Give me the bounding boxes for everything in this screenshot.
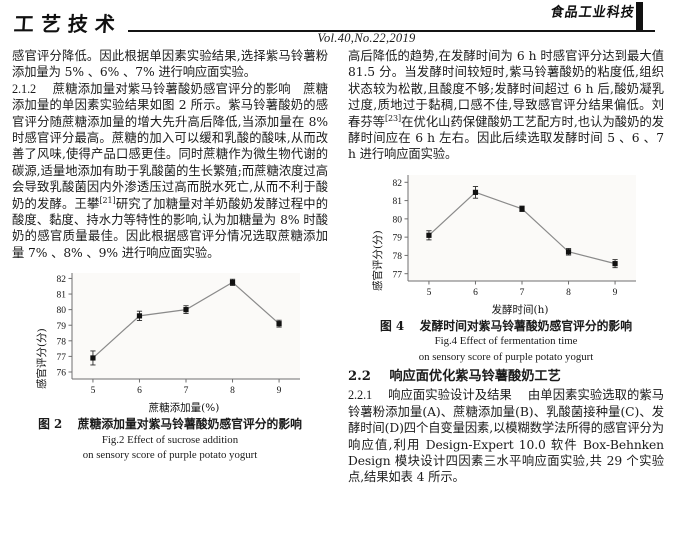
- figure-4-title-cn: 发酵时间对紫马铃薯酸奶感官评分的影响: [419, 318, 633, 333]
- figure-2-label: 图 2: [38, 417, 63, 432]
- chart-figure4-y-axis-title: 感官评分(分): [372, 230, 384, 291]
- subsection-2-2-1: 2.2.1 响应面实验设计及结果 由单因素实验选取的紫马铃薯粉添加量(A)、蔗糖…: [348, 387, 664, 485]
- right-column: 高后降低的趋势,在发酵时间为 6 h 时感官评分达到最大值 81.5 分。当发酵…: [348, 48, 664, 486]
- left-paragraph-2-cont: 研究了加糖量对羊奶酸奶发酵过程中的酸度、黏度、持水力等特性的影响,认为加糖量为 …: [12, 196, 328, 260]
- svg-text:80: 80: [57, 307, 67, 317]
- figure-2-caption-en-1: Fig.2 Effect of sucrose addition: [101, 433, 239, 446]
- svg-text:5: 5: [427, 288, 432, 298]
- svg-text:79: 79: [393, 234, 403, 244]
- header-divider: [128, 30, 655, 32]
- figure-2-caption: 图 2 蔗糖添加量对紫马铃薯酸奶感官评分的影响 Fig.2 Effect of …: [12, 417, 328, 464]
- svg-text:78: 78: [393, 252, 403, 262]
- journal-logo-bar: [636, 2, 643, 30]
- left-paragraph-1: 感官评分降低。因此根据单因素实验结果,选择紫马铃薯粉添加量为 5% 、6% 、7…: [12, 49, 328, 80]
- right-paragraph-2: 由单因素实验选取的紫马铃薯粉添加量(A)、蔗糖添加量(B)、乳酸菌接种量(C)、…: [348, 388, 664, 485]
- svg-text:6: 6: [137, 386, 142, 396]
- svg-text:80: 80: [393, 215, 403, 225]
- figure-2: 76 77 78 79 80 81 82 5 6 7 8 9 感官评分(分) 蔗糖添加量(%) 图 2…: [12, 267, 328, 464]
- two-column-body: 感官评分降低。因此根据单因素实验结果,选择紫马铃薯粉添加量为 5% 、6% 、7…: [10, 48, 664, 486]
- figure-4-label: 图 4: [379, 318, 405, 333]
- reference-21: [21]: [99, 195, 116, 205]
- svg-text:77: 77: [57, 353, 67, 363]
- subsection-2-2-number: 2.2: [348, 369, 371, 385]
- right-paragraph-1-text: 高后降低的趋势,在发酵时间为 6 h 时感官评分达到最大值 81.5 分。当发酵…: [348, 49, 664, 129]
- svg-text:77: 77: [393, 270, 403, 280]
- svg-text:8: 8: [566, 288, 571, 298]
- figure-2-title-cn: 蔗糖添加量对紫马铃薯酸奶感官评分的影响: [77, 417, 302, 432]
- reference-23: [23]: [385, 113, 402, 123]
- figure-2-caption-en-2: on sensory score of purple potato yogurt: [82, 449, 258, 462]
- svg-text:82: 82: [393, 179, 403, 189]
- figure-4-caption: 图 4 发酵时间对紫马铃薯酸奶感官评分的影响 Fig.4 Effect of f…: [348, 319, 664, 366]
- figure-4-caption-cn: 图 4 发酵时间对紫马铃薯酸奶感官评分的影响: [348, 319, 664, 335]
- svg-text:78: 78: [57, 338, 67, 348]
- svg-text:7: 7: [520, 288, 525, 298]
- svg-text:9: 9: [277, 386, 282, 396]
- left-paragraph-2: 蔗糖添加量的单因素实验结果如图 2 所示。紫马铃薯酸奶的感官评分随蔗糖添加量的增…: [12, 81, 328, 211]
- svg-text:8: 8: [230, 386, 235, 396]
- left-column: 感官评分降低。因此根据单因素实验结果,选择紫马铃薯粉添加量为 5% 、6% 、7…: [12, 48, 328, 486]
- chart-figure2-y-axis-title: 感官评分(分): [36, 328, 48, 390]
- subsection-2-1-2: 2.1.2 蔗糖添加量对紫马铃薯酸奶感官评分的影响 蔗糖添加量的单因素实验结果如…: [12, 81, 328, 261]
- svg-text:5: 5: [91, 386, 96, 396]
- figure-4: 77 78 79 80 81 82 5 6 7 8 9 感官评分(分) 发酵时间(h) 图 4 发酵…: [348, 169, 664, 366]
- svg-text:81: 81: [57, 291, 67, 301]
- subsection-2-2: 2.2 响应面优化紫马铃薯酸奶工艺: [348, 368, 664, 386]
- svg-text:76: 76: [57, 369, 67, 379]
- figure-2-caption-cn: 图 2 蔗糖添加量对紫马铃薯酸奶感官评分的影响: [12, 417, 328, 433]
- subsection-2-2-1-number: 2.2.1: [348, 388, 373, 403]
- subsection-2-1-2-title: 蔗糖添加量对紫马铃薯酸奶感官评分的影响: [52, 81, 291, 96]
- journal-logo: 食品工业科技: [549, 4, 636, 21]
- chart-figure4-x-axis-title: 发酵时间(h): [491, 303, 549, 316]
- svg-text:81: 81: [393, 197, 403, 207]
- subsection-2-2-title: 响应面优化紫马铃薯酸奶工艺: [389, 369, 561, 385]
- right-paragraph-1-cont: 在优化山药保健酸奶工艺配方时,也认为酸奶的发酵时间应在 6 h 左右。因此后续选…: [348, 114, 665, 162]
- svg-text:7: 7: [184, 386, 189, 396]
- subsection-2-2-1-title: 响应面实验设计及结果: [388, 388, 512, 403]
- subsection-2-1-2-number: 2.1.2: [12, 81, 37, 96]
- volume-issue-line: Vol.40,No.22,2019: [317, 31, 416, 45]
- chart-figure2-x-axis-title: 蔗糖添加量(%): [148, 402, 220, 415]
- page-header: 工艺技术 食品工业科技 Vol.40,No.22,2019: [10, 0, 663, 48]
- chart-figure2: 76 77 78 79 80 81 82 5 6 7 8 9 感官评分(分) 蔗糖添加量(%): [32, 267, 308, 417]
- svg-text:6: 6: [473, 288, 478, 298]
- figure-4-caption-en-2: on sensory score of purple potato yogurt: [418, 350, 594, 363]
- svg-text:82: 82: [57, 275, 67, 285]
- svg-text:79: 79: [57, 322, 67, 332]
- svg-text:9: 9: [613, 288, 618, 298]
- chart-figure4: 77 78 79 80 81 82 5 6 7 8 9 感官评分(分) 发酵时间(h): [368, 169, 644, 319]
- figure-4-caption-en-1: Fig.4 Effect of fermentation time: [434, 335, 578, 348]
- right-paragraph-1: 高后降低的趋势,在发酵时间为 6 h 时感官评分达到最大值 81.5 分。当发酵…: [348, 48, 664, 163]
